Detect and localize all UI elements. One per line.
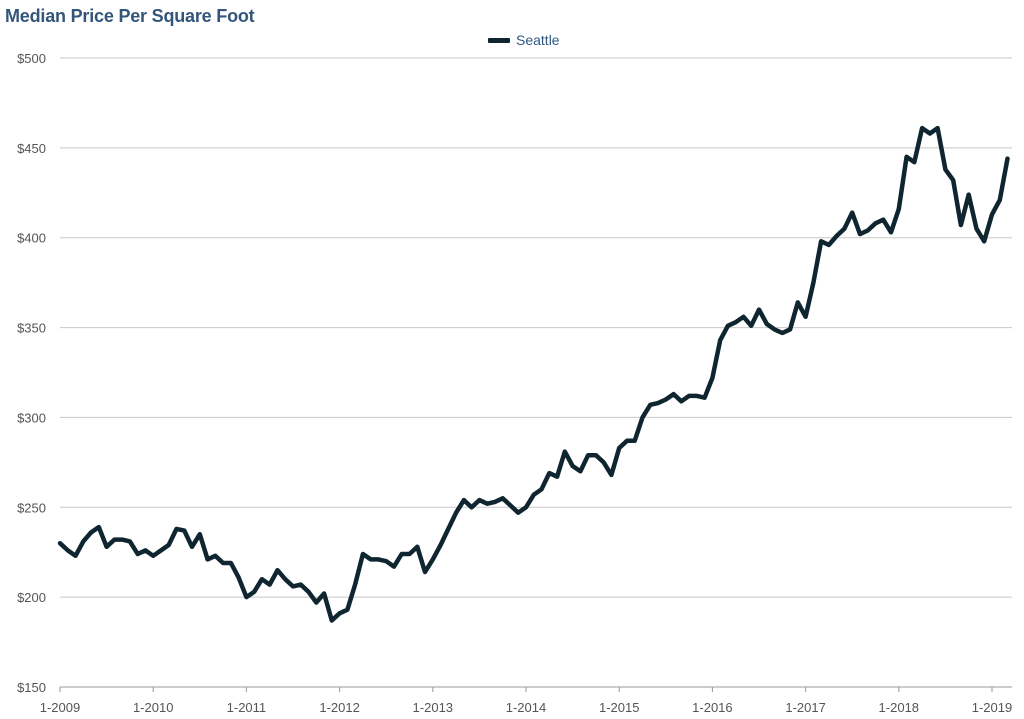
x-tick-label: 1-2009 xyxy=(40,700,80,715)
chart-title: Median Price Per Square Foot xyxy=(5,6,255,26)
x-tick-label: 1-2013 xyxy=(413,700,453,715)
y-tick-label: $250 xyxy=(17,500,46,515)
x-tick-label: 1-2018 xyxy=(879,700,919,715)
x-tick-label: 1-2019 xyxy=(972,700,1012,715)
chart-series xyxy=(57,125,1010,623)
chart-gridlines xyxy=(60,57,1012,688)
series-line-seattle xyxy=(57,125,1010,623)
x-tick-label: 1-2014 xyxy=(506,700,546,715)
x-tick-label: 1-2017 xyxy=(785,700,825,715)
y-axis: $150 $200 $250 $300 $350 $400 $450 $500 xyxy=(17,51,46,695)
x-tick-label: 1-2011 xyxy=(227,700,267,715)
y-tick-label: $400 xyxy=(17,231,46,246)
y-tick-label: $300 xyxy=(17,410,46,425)
y-tick-label: $200 xyxy=(17,590,46,605)
chart-legend: Seattle xyxy=(488,32,560,48)
y-tick-label: $500 xyxy=(17,51,46,66)
x-axis: 1-2009 1-2010 1-2011 1-2012 1-2013 1-2014 1-20… xyxy=(40,687,1012,715)
x-tick-label: 1-2015 xyxy=(599,700,639,715)
y-tick-label: $350 xyxy=(17,321,46,336)
x-tick-label: 1-2012 xyxy=(319,700,359,715)
y-tick-label: $150 xyxy=(17,680,46,695)
legend-swatch-seattle xyxy=(488,37,510,43)
legend-label-seattle: Seattle xyxy=(516,32,560,48)
x-tick-label: 1-2016 xyxy=(692,700,732,715)
x-tick-label: 1-2010 xyxy=(133,700,173,715)
y-tick-label: $450 xyxy=(17,141,46,156)
